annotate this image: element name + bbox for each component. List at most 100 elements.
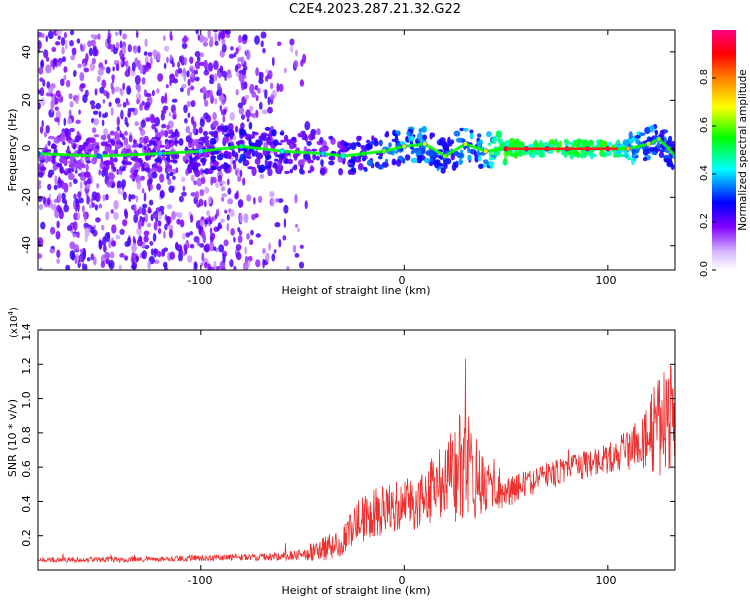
spectrogram-noise-cell — [90, 104, 96, 110]
spectrogram-noise-cell — [286, 265, 290, 270]
spectrogram-noise-cell — [66, 225, 73, 232]
spectrogram-noise-cell — [221, 43, 227, 53]
spectrogram-ridge-cell — [83, 141, 89, 147]
spectrogram-noise-cell — [68, 109, 72, 118]
spectrogram-noise-cell — [221, 38, 226, 45]
spectrogram-noise-cell — [229, 112, 235, 121]
spectrogram-noise-cell — [167, 178, 172, 185]
spectrogram-noise-cell — [227, 73, 233, 79]
spectrogram-ridge-cell — [139, 136, 145, 144]
spectrogram-ridge-cell — [274, 158, 279, 162]
spectrogram-noise-cell — [124, 255, 129, 261]
spectrogram-noise-cell — [157, 220, 162, 227]
spectrogram-ridge-cell — [256, 152, 264, 160]
spectrogram-noise-cell — [237, 176, 242, 182]
spectrogram-noise-cell — [140, 175, 145, 181]
spectrogram-ridge-cell — [104, 146, 112, 153]
spectrogram-noise-cell — [224, 30, 229, 35]
spectrogram-noise-cell — [179, 55, 182, 63]
spectrogram-ridge-cell — [311, 148, 318, 152]
spectrogram-ridge-cell — [38, 171, 44, 178]
spectrogram-ridge-cell — [564, 143, 569, 147]
spectrogram-noise-cell — [164, 92, 167, 101]
colorbar-gradient — [712, 30, 736, 270]
spectrogram-ridge-cell — [46, 156, 53, 162]
spectrogram-ridge-cell — [366, 159, 373, 167]
spectrogram-ridge-cell — [123, 137, 129, 146]
spectrogram-noise-cell — [43, 131, 48, 138]
spectrogram-noise-cell — [110, 107, 114, 116]
spectrogram-ridge-cell — [384, 158, 389, 164]
snr-series-line — [38, 358, 675, 564]
spectrogram-ridge-cell — [216, 154, 224, 161]
spectrogram-noise-cell — [109, 130, 115, 136]
spectrogram-noise-cell — [109, 251, 115, 259]
spectrogram-noise-cell — [247, 259, 251, 267]
spectrogram-noise-cell — [63, 204, 70, 213]
spectrogram-ridge-cell — [649, 125, 655, 133]
spectrogram-noise-cell — [86, 195, 90, 205]
spectrogram-noise-cell — [145, 93, 152, 98]
spectrogram-noise-cell — [48, 86, 54, 94]
spectrogram-ridge-cell — [429, 158, 434, 163]
spectrogram-ridge-cell — [278, 142, 283, 146]
spectrogram-ridge-cell — [227, 151, 232, 160]
spectrogram-ridge-cell — [350, 155, 358, 161]
spectrogram-noise-cell — [39, 87, 45, 97]
spectrogram-noise-cell — [150, 114, 155, 124]
spectrogram-noise-cell — [82, 205, 85, 213]
spectrogram-noise-cell — [175, 242, 179, 251]
spectrogram-ridge-cell — [488, 160, 495, 167]
spectrogram-noise-cell — [77, 212, 81, 221]
spectrogram-noise-cell — [209, 89, 213, 100]
spectrogram-noise-cell — [232, 135, 237, 141]
spectrogram-noise-cell — [224, 209, 228, 214]
spectrogram-noise-cell — [116, 116, 121, 127]
spectrogram-noise-cell — [70, 30, 75, 36]
spectrogram-ridge-point — [198, 148, 204, 154]
spectrogram-noise-cell — [204, 186, 210, 194]
spectrogram-noise-cell — [122, 82, 126, 91]
spectrogram-noise-cell — [41, 97, 46, 107]
spectrogram-ridge-cell — [357, 163, 364, 171]
spectrogram-noise-cell — [137, 219, 142, 230]
spectrogram-noise-cell — [168, 228, 173, 239]
spectrogram-noise-cell — [229, 209, 235, 217]
spectrogram-ridge-cell — [211, 165, 217, 171]
spectrogram-ridge-cell — [301, 132, 307, 141]
spectrogram-noise-cell — [183, 104, 188, 114]
spectrogram-noise-cell — [255, 233, 261, 238]
spectrogram-noise-cell — [72, 233, 77, 238]
spectrogram-noise-cell — [156, 251, 162, 258]
spectrogram-noise-cell — [249, 83, 255, 94]
spectrogram-noise-cell — [295, 223, 299, 228]
spectrogram-ridge-cell — [83, 171, 91, 178]
spectrogram-noise-cell — [69, 101, 74, 108]
spectrogram-noise-cell — [65, 264, 71, 270]
spectrogram-noise-cell — [162, 261, 168, 268]
spectrogram-ridge-cell — [165, 155, 171, 163]
spectrogram-ridge-cell — [391, 138, 397, 142]
spectrogram-ridge-cell — [631, 157, 635, 166]
spectrogram-noise-cell — [101, 119, 105, 127]
spectrogram-noise-cell — [138, 126, 143, 131]
bot-ytick-label: 0.8 — [20, 426, 33, 444]
spectrogram-noise-cell — [60, 37, 66, 46]
spectrogram-noise-cell — [54, 117, 60, 123]
spectrogram-ridge-cell — [421, 125, 428, 133]
spectrogram-ridge-cell — [76, 159, 82, 164]
spectrogram-noise-cell — [82, 94, 88, 104]
spectrogram-noise-cell — [73, 178, 78, 184]
spectrogram-noise-cell — [114, 97, 121, 105]
spectrogram-noise-cell — [242, 261, 249, 270]
spectrogram-ridge-cell — [487, 142, 492, 146]
spectrogram-ridge-cell — [151, 140, 157, 144]
spectrogram-noise-cell — [264, 89, 268, 100]
spectrogram-noise-cell — [304, 200, 308, 210]
spectrogram-noise-cell — [135, 255, 139, 262]
spectrogram-noise-cell — [121, 160, 127, 165]
spectrogram-noise-cell — [226, 214, 230, 221]
spectrogram-ridge-cell — [187, 165, 193, 172]
spectrogram-ridge-cell — [460, 149, 464, 154]
